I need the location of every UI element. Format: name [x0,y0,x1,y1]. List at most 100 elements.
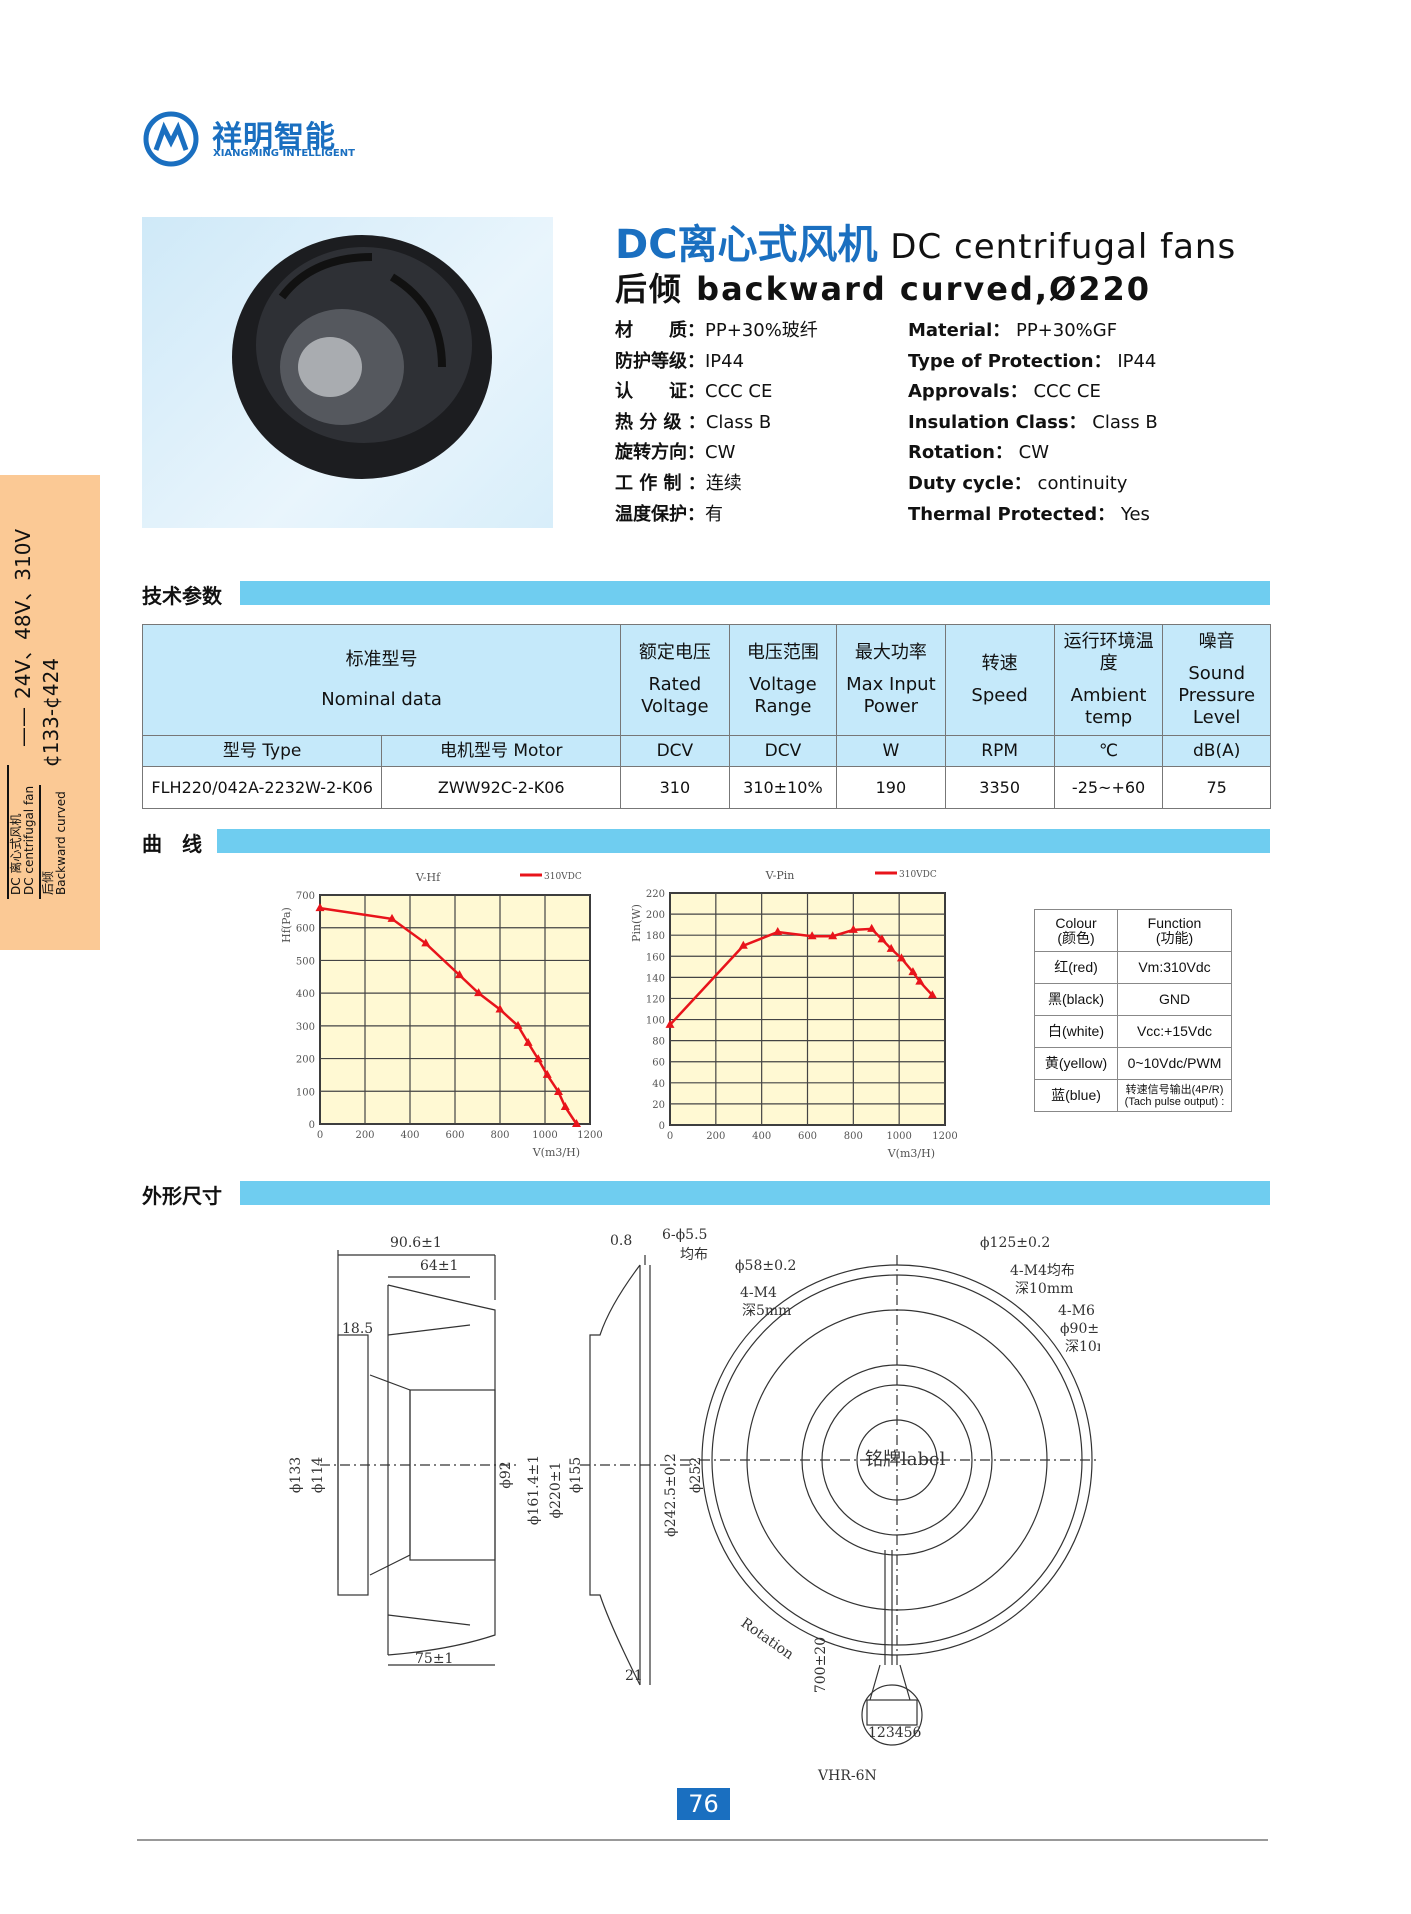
table-row: FLH220/042A-2232W-2-K06 ZWW92C-2-K06 310 31… [141,766,1271,809]
subtitle-en: backward curved,Ø220 [696,270,1152,308]
data-point [896,953,906,962]
table-unit: W [836,735,946,767]
section-title-dims: 外形尺寸 [142,1184,222,1208]
data-point [455,970,464,979]
side-tab-voltage: ——24V、48V、310V [11,529,35,747]
data-point [738,940,748,949]
title-cn: DC离心式风机 [615,222,878,268]
dimension-label: 18.5 [342,1321,373,1337]
dimension-label: ϕ92 [498,1461,514,1488]
y-tick-label: 160 [646,952,665,963]
x-tick-label: 1200 [932,1131,957,1142]
x-tick-label: 1000 [886,1131,911,1142]
dimension-label: 铭牌label [865,1449,946,1470]
side-tab-label1-cn: DC 离心式风机 [8,814,23,895]
dimension-label: 123456 [868,1725,922,1741]
data-point [495,1004,505,1013]
page-title: DC离心式风机 DC centrifugal fans [615,212,1236,270]
wire-header-row: Colour (颜色) Function (功能) [1034,909,1232,952]
data-point [315,903,325,912]
table-cell: 310±10% [728,766,838,809]
data-point [867,923,877,932]
table-unit: ℃ [1053,735,1164,767]
x-tick-label: 1000 [532,1130,557,1141]
table-header: 额定电压 Rated Voltage [620,624,730,736]
dimension-label: 0.8 [610,1233,632,1249]
data-point [572,1119,581,1127]
y-tick-label: 20 [652,1100,665,1111]
dimension-label: 4-M4均布 [1010,1263,1075,1279]
table-cell: ZWW92C-2-K06 [381,766,622,809]
dimension-label: ϕ114 [310,1457,326,1493]
dimension-label: 21 [625,1668,643,1684]
table-header: 电压范围 Voltage Range [728,624,838,736]
dimension-label: ϕ90±0.2 [1060,1321,1100,1337]
section-bar [240,581,1270,605]
table-header: 噪音 Sound Pressure Level [1162,624,1271,736]
spec-cn-3: 热 分 级 ：Class B [615,411,772,433]
wire-cell: Colour (颜色) [1034,909,1118,952]
logo-subtext: XIANGMING INTELLIGENT [213,148,355,159]
dimension-label: 90.6±1 [390,1235,442,1251]
dimension-label: Rotation [738,1615,797,1663]
x-tick-label: 600 [798,1131,817,1142]
wire-cell: Function (功能) [1117,909,1232,952]
data-point [533,1054,543,1063]
y-axis-label: Hf(Pa) [280,907,293,943]
spec-en-3: Insulation Class： Class B [908,411,1158,433]
spec-en-4: Rotation： CW [908,442,1050,464]
table-cell: -25~+60 [1053,766,1164,809]
spec-en-1: Type of Protection： IP44 [908,350,1157,372]
y-tick-label: 200 [296,1055,315,1066]
table-cell: 190 [836,766,946,809]
wire-row: 黑(black) GND [1034,983,1232,1016]
spec-en-0: Material： PP+30%GF [908,320,1118,341]
table-cell: 75 [1162,766,1271,809]
data-point [915,976,925,985]
wire-cell: 转速信号输出(4P/R) (Tach pulse output) : [1117,1079,1232,1112]
chart-v-hf: 0 200 400 600 800 1000 1200 0 100 200 300 400 500 600… [280,871,603,1159]
y-tick-label: 60 [652,1058,665,1069]
wire-cell: 黄(yellow) [1034,1047,1118,1080]
wire-table: Colour (颜色) Function (功能) 红(red) Vm:310Vdc 黑… [1034,909,1232,1112]
spec-en-6: Thermal Protected： Yes [908,503,1150,525]
dimension-label: 深5mm [742,1303,791,1319]
chart-v-pin: 0 200 400 600 800 1000 1200 0 20 40 60 80 100 120 140 1… [630,869,958,1160]
fan-photo [142,217,553,528]
data-point [828,931,838,940]
side-tab-label1-en: DC centrifugal fan [22,786,36,895]
table-header: 运行环境温度 Ambient temp [1053,624,1164,736]
dimension-label: 4-M6 [1058,1303,1095,1319]
data-point [474,988,484,997]
spec-en-5: Duty cycle： continuity [908,473,1128,494]
data-point [886,943,896,952]
dimension-label: ϕ252 [688,1457,704,1493]
table-cell: 3350 [944,766,1055,809]
wire-cell: Vcc:+15Vdc [1117,1015,1232,1048]
x-tick-label: 0 [667,1131,673,1142]
y-tick-label: 700 [296,891,315,902]
x-tick-label: 0 [317,1130,323,1141]
spec-cn-1: 防护等级：IP44 [615,350,745,372]
data-point [807,931,817,940]
logo-text: 祥明智能 [212,120,336,155]
chart-title: V-Pin [765,869,795,882]
y-tick-label: 100 [296,1087,315,1098]
table-unit: DCV [620,735,730,767]
y-tick-label: 200 [646,910,665,921]
data-point [848,924,858,933]
data-point [877,934,887,943]
data-point [523,1037,533,1046]
x-tick-label: 200 [706,1131,725,1142]
dimension-label: ϕ155 [568,1457,584,1493]
y-tick-label: 120 [646,994,665,1005]
y-tick-label: 180 [646,931,665,942]
y-tick-label: 400 [296,989,315,1000]
x-tick-label: 400 [400,1130,419,1141]
data-point [908,967,918,976]
y-tick-label: 0 [659,1121,665,1132]
wire-cell: 0~10Vdc/PWM [1117,1047,1232,1080]
title-en: DC centrifugal fans [890,227,1237,267]
